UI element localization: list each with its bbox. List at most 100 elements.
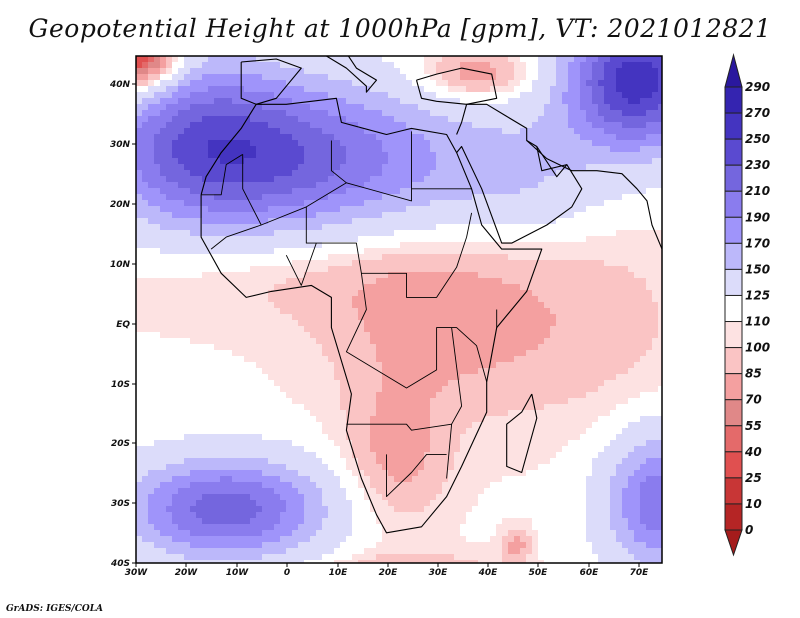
field-cell: [514, 338, 521, 345]
field-cell: [142, 194, 149, 201]
field-cell: [658, 320, 662, 327]
field-cell: [418, 80, 425, 87]
field-cell: [478, 158, 485, 165]
field-cell: [202, 218, 209, 225]
field-cell: [322, 200, 329, 207]
field-cell: [598, 98, 605, 105]
field-cell: [196, 128, 203, 135]
field-cell: [514, 170, 521, 177]
field-cell: [526, 254, 533, 261]
field-cell: [274, 344, 281, 351]
field-cell: [652, 272, 659, 279]
field-cell: [328, 230, 335, 237]
field-cell: [220, 380, 227, 387]
field-cell: [604, 98, 611, 105]
field-cell: [184, 170, 191, 177]
field-cell: [292, 224, 299, 231]
field-cell: [526, 290, 533, 297]
field-cell: [220, 212, 227, 219]
field-cell: [364, 302, 371, 309]
field-cell: [334, 230, 341, 237]
field-cell: [256, 128, 263, 135]
field-cell: [214, 326, 221, 333]
field-cell: [562, 368, 569, 375]
field-cell: [202, 308, 209, 315]
field-cell: [634, 272, 641, 279]
field-cell: [634, 116, 641, 123]
field-cell: [304, 320, 311, 327]
field-cell: [280, 140, 287, 147]
field-cell: [514, 110, 521, 117]
field-cell: [520, 260, 527, 267]
field-cell: [280, 170, 287, 177]
field-cell: [400, 68, 407, 75]
field-cell: [148, 338, 155, 345]
field-cell: [244, 170, 251, 177]
field-cell: [550, 152, 557, 159]
field-cell: [466, 152, 473, 159]
field-cell: [298, 386, 305, 393]
field-cell: [334, 134, 341, 141]
field-cell: [460, 92, 467, 99]
field-cell: [424, 194, 431, 201]
field-cell: [334, 146, 341, 153]
field-cell: [454, 200, 461, 207]
field-cell: [316, 218, 323, 225]
field-cell: [448, 206, 455, 213]
field-cell: [244, 212, 251, 219]
field-cell: [196, 110, 203, 117]
field-cell: [250, 128, 257, 135]
field-cell: [508, 344, 515, 351]
field-cell: [352, 140, 359, 147]
field-cell: [556, 224, 563, 231]
field-cell: [622, 110, 629, 117]
field-cell: [658, 284, 662, 291]
field-cell: [292, 194, 299, 201]
field-cell: [520, 350, 527, 357]
field-cell: [532, 392, 539, 399]
field-cell: [358, 110, 365, 117]
field-cell: [274, 152, 281, 159]
field-cell: [316, 272, 323, 279]
field-cell: [244, 56, 251, 63]
field-cell: [202, 56, 209, 63]
field-cell: [142, 68, 149, 75]
field-cell: [556, 68, 563, 75]
field-cell: [496, 326, 503, 333]
field-cell: [190, 116, 197, 123]
field-cell: [196, 62, 203, 69]
field-cell: [316, 230, 323, 237]
field-cell: [274, 260, 281, 267]
field-cell: [346, 386, 353, 393]
field-cell: [514, 314, 521, 321]
field-cell: [370, 338, 377, 345]
field-cell: [286, 392, 293, 399]
field-cell: [172, 212, 179, 219]
field-cell: [262, 386, 269, 393]
field-cell: [466, 170, 473, 177]
field-cell: [586, 308, 593, 315]
field-cell: [298, 302, 305, 309]
field-cell: [544, 236, 551, 243]
field-cell: [292, 350, 299, 357]
field-cell: [226, 284, 233, 291]
field-cell: [136, 200, 143, 207]
field-cell: [424, 110, 431, 117]
field-cell: [316, 308, 323, 315]
field-cell: [178, 68, 185, 75]
field-cell: [466, 68, 473, 75]
field-cell: [160, 188, 167, 195]
field-cell: [616, 188, 623, 195]
field-cell: [526, 284, 533, 291]
field-cell: [472, 218, 479, 225]
field-cell: [466, 194, 473, 201]
field-cell: [208, 170, 215, 177]
field-cell: [568, 272, 575, 279]
field-cell: [370, 320, 377, 327]
field-cell: [244, 80, 251, 87]
field-cell: [316, 362, 323, 369]
field-cell: [472, 170, 479, 177]
field-cell: [520, 146, 527, 153]
field-cell: [322, 188, 329, 195]
field-cell: [604, 176, 611, 183]
